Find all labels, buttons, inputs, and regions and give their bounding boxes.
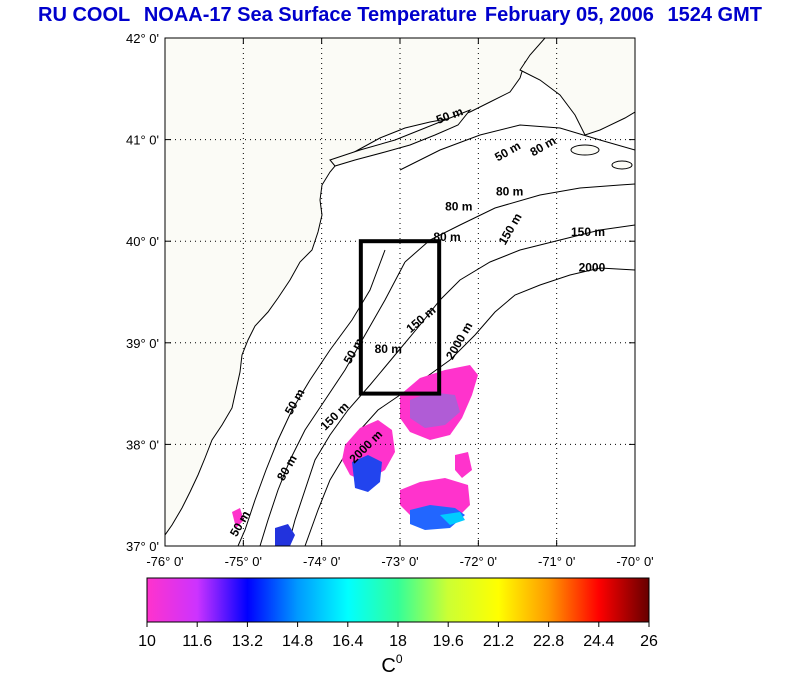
colorbar-ticks: 10 11.6 13.2 14.8 16.4 18 19.6 21.2 22.8 24.4 26	[138, 622, 658, 650]
axis-labels: -76° 0' -75° 0' -74° 0' -73° 0' -72° 0' -71° …	[126, 31, 654, 569]
land-mass	[165, 38, 546, 536]
contour-label: 80 m	[375, 342, 402, 356]
sst-data-layer	[232, 365, 478, 546]
lat-tick-label: 40° 0'	[126, 234, 159, 249]
sst-patch-cyan-south	[440, 512, 465, 525]
title-date: February 05, 2006	[484, 4, 654, 26]
colorbar-tick-label: 16.4	[332, 633, 363, 650]
colorbar-tick-label: 18	[389, 633, 407, 650]
title-time: 1524 GMT	[667, 4, 762, 26]
lon-tick-label: -70° 0'	[616, 554, 653, 569]
colorbar-tick-label: 10	[138, 633, 156, 650]
sst-patch-east	[455, 452, 472, 478]
colorbar-unit-label: C0	[381, 652, 402, 677]
colorbar-tick-label: 24.4	[583, 633, 614, 650]
colorbar-tick-label: 22.8	[533, 633, 564, 650]
study-area-box	[358, 239, 442, 396]
contour-label: 2000	[579, 261, 606, 275]
contour-50m-south	[237, 249, 386, 546]
lon-tick-label: -71° 0'	[538, 554, 575, 569]
colorbar	[146, 577, 650, 623]
contour-150m	[287, 224, 635, 546]
contour-label: 150 m	[571, 225, 605, 239]
colorbar-tick-label: 13.2	[232, 633, 263, 650]
colorbar-tick-label: 14.8	[282, 633, 313, 650]
lon-tick-label: -72° 0'	[460, 554, 497, 569]
map-title: RU COOL NOAA-17 Sea Surface Temperature F…	[0, 4, 800, 27]
colorbar-tick-label: 26	[640, 633, 658, 650]
lat-tick-label: 41° 0'	[126, 133, 159, 148]
title-source: RU COOL	[38, 4, 131, 26]
island	[570, 144, 600, 156]
sst-patch-southwest	[275, 524, 295, 546]
colorbar-unit-superscript: 0	[396, 652, 403, 666]
lon-tick-label: -76° 0'	[146, 554, 183, 569]
colorbar-tick-label: 21.2	[483, 633, 514, 650]
colorbar-tick-label: 19.6	[433, 633, 464, 650]
lat-tick-label: 38° 0'	[126, 437, 159, 452]
contour-80m-south	[259, 261, 406, 546]
sst-patch-west	[232, 508, 244, 528]
new-england-coast	[519, 38, 635, 136]
lat-tick-label: 39° 0'	[126, 336, 159, 351]
contour-label: 80 m	[496, 184, 523, 198]
sst-patch-violet	[410, 392, 460, 428]
contour-80m	[404, 183, 635, 263]
lat-tick-label: 42° 0'	[126, 31, 159, 46]
sst-patch-blue-mid	[352, 455, 382, 492]
island	[611, 160, 633, 170]
colorbar-tick-label: 11.6	[182, 633, 212, 650]
lat-tick-label: 37° 0'	[126, 539, 159, 554]
lon-tick-label: -73° 0'	[381, 554, 418, 569]
lon-tick-label: -74° 0'	[303, 554, 340, 569]
title-sensor: NOAA-17 Sea Surface Temperature	[143, 4, 477, 26]
lon-tick-label: -75° 0'	[225, 554, 262, 569]
contour-label: 80 m	[445, 200, 472, 214]
contour-label: 80 m	[433, 230, 460, 244]
